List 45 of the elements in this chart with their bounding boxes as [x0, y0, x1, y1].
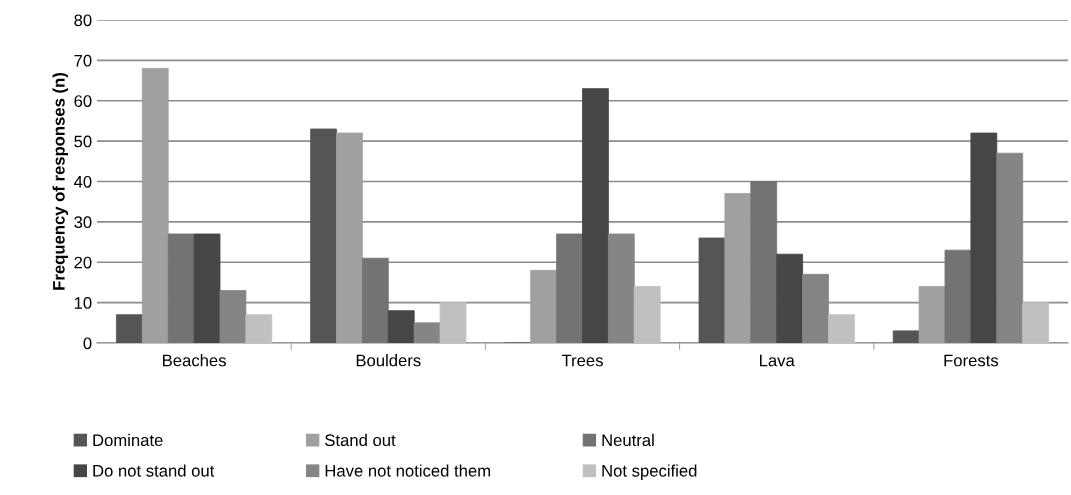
y-tick-label: 70: [74, 54, 92, 67]
legend-label: Dominate: [93, 433, 163, 447]
bar: [310, 128, 337, 343]
legend-label: Do not stand out: [93, 464, 215, 477]
bar: [633, 286, 661, 343]
bar: [724, 193, 752, 343]
legend-label: Neutral: [602, 433, 654, 447]
legend-label: Stand out: [325, 433, 396, 447]
legend-label: Have not noticed them: [325, 464, 490, 477]
y-tick-label: 0: [83, 337, 92, 350]
bar: [698, 237, 726, 343]
bar: [892, 330, 920, 343]
bar: [141, 68, 169, 343]
bar: [245, 314, 273, 343]
bar: [167, 233, 195, 343]
bar: [776, 253, 804, 343]
bar: [193, 233, 221, 343]
bar: [439, 302, 467, 343]
legend-label: Not specified: [602, 464, 697, 480]
x-tick-label: Forests: [944, 354, 999, 367]
bar: [828, 314, 855, 343]
x-tick-label: Lava: [760, 354, 795, 367]
x-tick-label: Beaches: [163, 354, 226, 367]
y-tick-label: 30: [74, 216, 92, 229]
bar: [530, 269, 558, 343]
y-tick-label: 80: [74, 14, 92, 27]
bar: [944, 249, 972, 343]
bar: [387, 310, 415, 343]
x-tick-label: Boulders: [356, 354, 421, 367]
bar: [361, 257, 389, 343]
bar: [336, 132, 363, 343]
y-tick-label: 50: [74, 135, 92, 148]
y-axis-title: Frequency of responses (n): [52, 73, 69, 290]
bar: [556, 233, 583, 343]
y-tick-label: 10: [74, 297, 92, 309]
bar: [1022, 302, 1049, 343]
x-tick-label: Trees: [561, 354, 603, 367]
y-tick-label: 40: [73, 175, 92, 188]
bar: [582, 88, 609, 343]
bar: [970, 132, 998, 343]
y-tick-label: 20: [74, 256, 92, 269]
bar: [918, 286, 946, 343]
y-tick-label: 60: [74, 95, 92, 107]
bar: [116, 314, 143, 343]
bar: [750, 181, 778, 343]
